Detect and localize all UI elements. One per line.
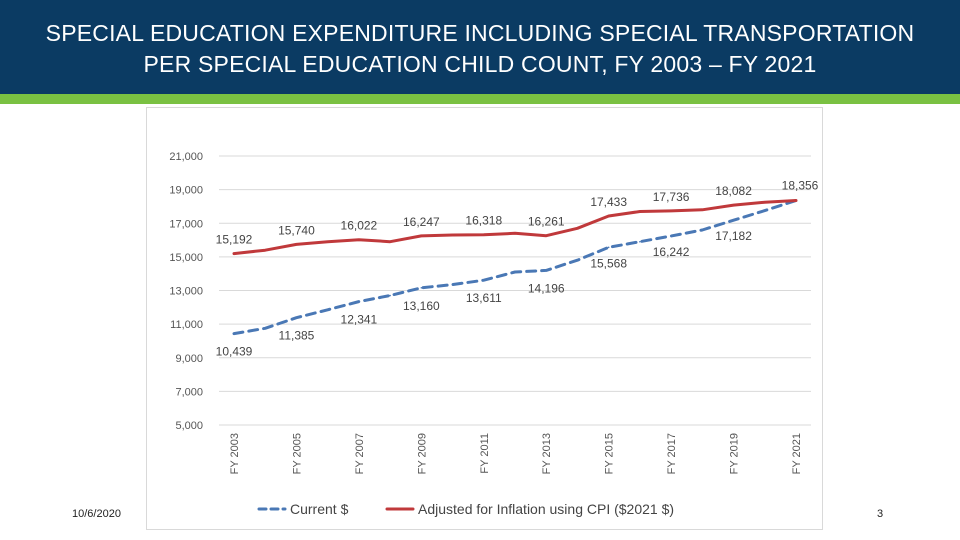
series-line-adjusted (232, 199, 798, 256)
data-point-adjusted (576, 227, 579, 230)
x-tick-label: FY 2017 (666, 433, 678, 474)
data-point-current (233, 332, 235, 335)
x-tick-label: FY 2021 (791, 433, 803, 474)
data-point-current (264, 327, 267, 330)
data-point-current (451, 283, 454, 286)
slide-date: 10/6/2020 (72, 508, 121, 520)
data-point-adjusted (420, 235, 423, 237)
y-tick-label: 19,000 (169, 185, 203, 197)
data-label-adjusted: 17,433 (590, 195, 627, 209)
data-label-current: 15,568 (590, 256, 627, 270)
data-label-adjusted: 15,192 (216, 233, 253, 247)
data-label-adjusted: 16,261 (528, 215, 565, 229)
data-point-current (670, 235, 672, 237)
data-label-adjusted: 16,247 (403, 215, 440, 229)
data-label-current: 13,611 (466, 291, 502, 305)
data-point-adjusted (607, 215, 610, 217)
data-point-current (295, 316, 298, 319)
data-point-adjusted (732, 204, 735, 206)
data-label-current: 17,182 (715, 229, 752, 243)
x-tick-label: FY 2015 (604, 433, 616, 474)
data-label-current: 11,385 (279, 329, 315, 343)
line-chart: 21,000 19,000 17,000 15,000 13,000 11,000 9,00… (169, 151, 819, 517)
data-point-adjusted (451, 234, 454, 236)
data-point-current (701, 229, 704, 231)
x-tick-label: FY 2005 (291, 433, 303, 474)
chart-frame: 21,000 19,000 17,000 15,000 13,000 11,000 9,00… (146, 107, 823, 530)
data-point-current (358, 300, 360, 303)
data-point-adjusted (326, 240, 329, 243)
data-label-adjusted: 18,356 (782, 178, 819, 192)
data-point-current (607, 246, 610, 249)
slide-header: SPECIAL EDUCATION EXPENDITURE INCLUDING … (0, 0, 960, 94)
data-point-adjusted (233, 252, 235, 255)
data-label-current: 13,160 (403, 299, 440, 313)
data-point-current (326, 309, 329, 311)
data-point-current (732, 219, 735, 221)
data-point-current (576, 259, 579, 262)
data-label-adjusted: 17,736 (653, 190, 690, 204)
data-label-current: 10,439 (216, 345, 253, 359)
data-point-adjusted (264, 249, 267, 251)
data-point-current (763, 209, 766, 212)
series-line-current (232, 199, 798, 336)
title-line-1: SPECIAL EDUCATION EXPENDITURE INCLUDING … (45, 20, 915, 46)
data-point-adjusted (545, 234, 548, 237)
data-point-current (545, 269, 548, 272)
x-tick-label: FY 2013 (541, 433, 553, 474)
slide-title: SPECIAL EDUCATION EXPENDITURE INCLUDING … (0, 18, 960, 80)
data-label-adjusted: 16,318 (465, 214, 502, 228)
x-tick-label: FY 2003 (229, 433, 241, 474)
y-tick-label: 17,000 (169, 218, 203, 230)
data-point-adjusted (358, 238, 360, 241)
data-point-adjusted (763, 201, 766, 204)
data-point-adjusted (389, 240, 391, 243)
x-tick-label: FY 2011 (479, 433, 491, 474)
x-tick-label: FY 2019 (729, 433, 741, 474)
data-point-current (420, 287, 423, 289)
slide-page-number: 3 (877, 508, 884, 520)
y-tick-label: 13,000 (169, 286, 203, 298)
y-tick-label: 5,000 (175, 420, 203, 432)
legend-label-adjusted: Adjusted for Inflation using CPI ($2021 … (418, 501, 674, 517)
data-point-adjusted (482, 233, 485, 236)
data-label-adjusted: 18,082 (715, 184, 752, 198)
data-label-adjusted: 16,022 (341, 219, 378, 233)
y-tick-label: 9,000 (175, 353, 203, 365)
data-label-current: 12,341 (341, 313, 378, 327)
title-line-2: PER SPECIAL EDUCATION CHILD COUNT, FY 20… (143, 51, 817, 77)
data-label-current: 14,196 (528, 281, 565, 295)
data-point-adjusted (670, 210, 672, 212)
y-tick-label: 21,000 (169, 151, 203, 163)
data-label-current: 16,242 (653, 245, 690, 259)
data-point-adjusted (795, 199, 797, 202)
data-point-current (389, 294, 391, 297)
y-tick-label: 11,000 (170, 319, 203, 331)
y-tick-label: 7,000 (175, 386, 203, 398)
data-point-adjusted (514, 232, 516, 235)
data-point-current (514, 271, 516, 273)
accent-bar (0, 94, 960, 104)
data-point-adjusted (295, 243, 298, 246)
data-point-current (482, 279, 485, 282)
y-tick-label: 15,000 (169, 252, 203, 264)
data-point-adjusted (701, 209, 704, 211)
x-tick-label: FY 2007 (354, 433, 366, 474)
data-point-current (639, 240, 641, 243)
data-point-adjusted (639, 210, 641, 213)
legend-label-current: Current $ (290, 501, 349, 517)
x-tick-label: FY 2009 (416, 433, 428, 474)
data-label-adjusted: 15,740 (278, 223, 315, 237)
